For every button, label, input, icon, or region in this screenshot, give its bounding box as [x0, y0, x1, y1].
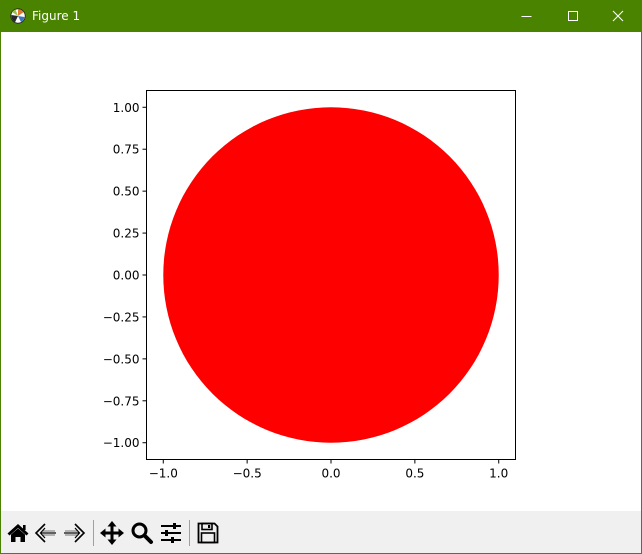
maximize-icon [568, 11, 578, 21]
y-tick-label: −0.75 [103, 394, 140, 408]
save-button[interactable] [195, 520, 221, 546]
pan-button[interactable] [99, 520, 125, 546]
home-button[interactable] [5, 520, 31, 546]
x-tick-label: 0.5 [405, 467, 424, 481]
navigation-toolbar [1, 511, 641, 553]
plot-area: −1.0 −0.5 0.0 0.5 1.0 1.00 0.75 0.50 0.25 0.00 −0.… [103, 90, 516, 481]
back-button[interactable] [33, 520, 59, 546]
y-tick-label: −0.50 [103, 352, 140, 366]
toolbar-separator [93, 520, 94, 546]
arrow-right-icon [64, 523, 86, 543]
maximize-button[interactable] [550, 1, 596, 32]
x-tick-label: −0.5 [233, 467, 262, 481]
zoom-button[interactable] [129, 520, 155, 546]
minimize-icon [521, 16, 532, 17]
y-tick-label: −1.00 [103, 436, 140, 450]
figure-canvas[interactable]: −1.0 −0.5 0.0 0.5 1.0 1.00 0.75 0.50 0.25 0.00 −0.… [1, 32, 641, 511]
y-tick-label: 1.00 [113, 101, 140, 115]
home-icon [7, 524, 29, 542]
x-tick-label: −1.0 [149, 467, 178, 481]
y-tick-label: 0.25 [113, 227, 140, 241]
move-icon [100, 521, 124, 545]
configure-subplots-button[interactable] [158, 520, 184, 546]
y-tick-label: 0.75 [113, 143, 140, 157]
y-tick-label: 0.50 [113, 185, 140, 199]
arrow-left-icon [34, 523, 56, 543]
x-tick-label: 0.0 [321, 467, 340, 481]
window-title: Figure 1 [32, 9, 81, 23]
x-tick-label: 1.0 [489, 467, 508, 481]
forward-button[interactable] [61, 520, 87, 546]
close-icon [612, 10, 624, 22]
minimize-button[interactable] [504, 1, 550, 32]
magnifier-icon [131, 522, 153, 544]
title-bar[interactable]: Figure 1 [1, 1, 641, 32]
y-tick-label: 0.00 [113, 269, 140, 283]
toolbar-separator [189, 520, 190, 546]
floppy-disk-icon [197, 522, 219, 544]
matplotlib-icon [10, 8, 26, 24]
sliders-icon [161, 523, 181, 543]
circle-patch [163, 107, 499, 443]
y-tick-label: −0.25 [103, 310, 140, 324]
close-button[interactable] [595, 1, 641, 32]
